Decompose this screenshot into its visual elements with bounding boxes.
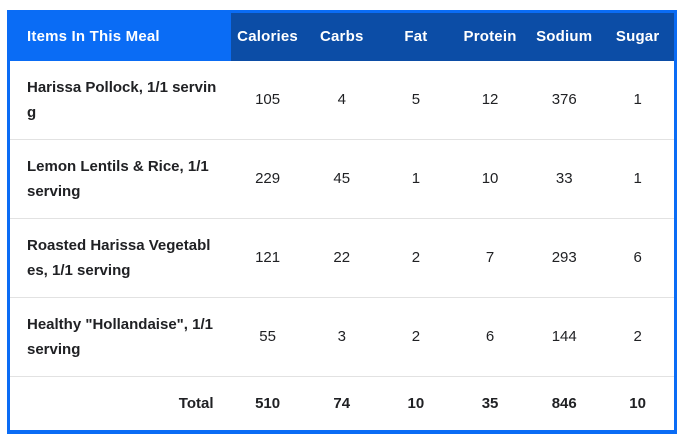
sugar-value: 2 [601,296,676,376]
table-header-row: Items In This Meal Calories Carbs Fat Pr… [8,11,676,61]
item-name: Harissa Pollock, 1/1 serving [8,60,231,139]
total-sodium-value: 846 [527,375,602,432]
table-row: Harissa Pollock, 1/1 serving 105 4 5 12 … [8,60,676,139]
carbs-value: 45 [304,138,379,218]
total-protein-value: 35 [452,375,528,432]
meal-nutrition-table: Items In This Meal Calories Carbs Fat Pr… [7,10,677,434]
fat-value: 1 [378,138,453,218]
items-column-header: Items In This Meal [8,11,231,61]
fat-value: 5 [378,60,453,139]
sodium-value: 144 [527,296,602,376]
column-header-fat: Fat [378,11,453,61]
total-row: Total 510 74 10 35 846 10 [8,375,676,432]
meal-nutrition-table-container: Items In This Meal Calories Carbs Fat Pr… [7,10,677,434]
table-row: Lemon Lentils & Rice, 1/1 serving 229 45… [8,138,676,218]
sugar-value: 1 [601,60,676,139]
item-name: Roasted Harissa Vegetables, 1/1 serving [8,217,231,297]
calories-value: 105 [230,60,305,139]
total-fat-value: 10 [378,375,453,432]
protein-value: 10 [452,138,528,218]
sodium-value: 376 [527,60,602,139]
item-name: Lemon Lentils & Rice, 1/1 serving [8,138,231,218]
protein-value: 7 [452,217,528,297]
column-header-calories: Calories [230,11,305,61]
column-header-sugar: Sugar [601,11,676,61]
column-header-protein: Protein [452,11,528,61]
table-row: Roasted Harissa Vegetables, 1/1 serving … [8,217,676,297]
table-row: Healthy "Hollandaise", 1/1 serving 55 3 … [8,296,676,376]
item-name: Healthy "Hollandaise", 1/1 serving [8,296,231,376]
protein-value: 6 [452,296,528,376]
column-header-sodium: Sodium [527,11,602,61]
carbs-value: 4 [304,60,379,139]
sugar-value: 1 [601,138,676,218]
column-header-carbs: Carbs [304,11,379,61]
protein-value: 12 [452,60,528,139]
fat-value: 2 [378,296,453,376]
carbs-value: 3 [304,296,379,376]
calories-value: 121 [230,217,305,297]
carbs-value: 22 [304,217,379,297]
sugar-value: 6 [601,217,676,297]
sodium-value: 293 [527,217,602,297]
calories-value: 55 [230,296,305,376]
total-sugar-value: 10 [601,375,676,432]
sodium-value: 33 [527,138,602,218]
total-label: Total [8,375,231,432]
total-carbs-value: 74 [304,375,379,432]
calories-value: 229 [230,138,305,218]
total-calories-value: 510 [230,375,305,432]
fat-value: 2 [378,217,453,297]
